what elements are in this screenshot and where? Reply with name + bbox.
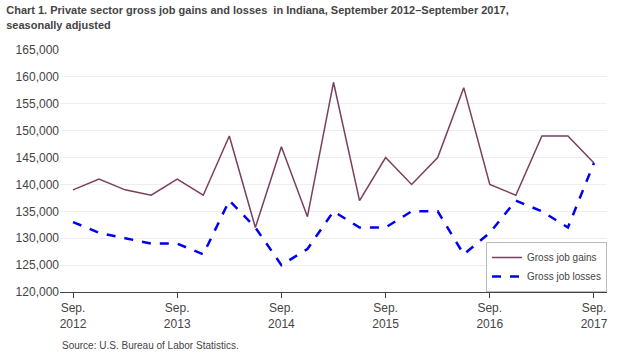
- svg-text:Source: U.S. Bureau of Labor S: Source: U.S. Bureau of Labor Statistics.: [62, 340, 239, 351]
- svg-text:Sep.2017: Sep.2017: [581, 301, 608, 331]
- svg-text:Sep.2013: Sep.2013: [164, 301, 191, 331]
- svg-text:145,000: 145,000: [16, 151, 60, 165]
- svg-text:165,000: 165,000: [16, 43, 60, 57]
- svg-text:Sep.2014: Sep.2014: [268, 301, 295, 331]
- svg-text:Chart 1. Private sector gross: Chart 1. Private sector gross job gains …: [6, 4, 509, 30]
- svg-text:155,000: 155,000: [16, 97, 60, 111]
- svg-text:Sep.2016: Sep.2016: [476, 301, 503, 331]
- svg-text:Gross job losses: Gross job losses: [527, 271, 601, 282]
- svg-text:Sep.2012: Sep.2012: [60, 301, 87, 331]
- svg-text:135,000: 135,000: [16, 205, 60, 219]
- svg-text:120,000: 120,000: [16, 285, 60, 299]
- svg-text:Gross job gains: Gross job gains: [527, 252, 596, 263]
- svg-text:150,000: 150,000: [16, 124, 60, 138]
- svg-text:160,000: 160,000: [16, 70, 60, 84]
- svg-text:130,000: 130,000: [16, 231, 60, 245]
- svg-text:125,000: 125,000: [16, 258, 60, 272]
- svg-text:140,000: 140,000: [16, 178, 60, 192]
- svg-text:Sep.2015: Sep.2015: [372, 301, 399, 331]
